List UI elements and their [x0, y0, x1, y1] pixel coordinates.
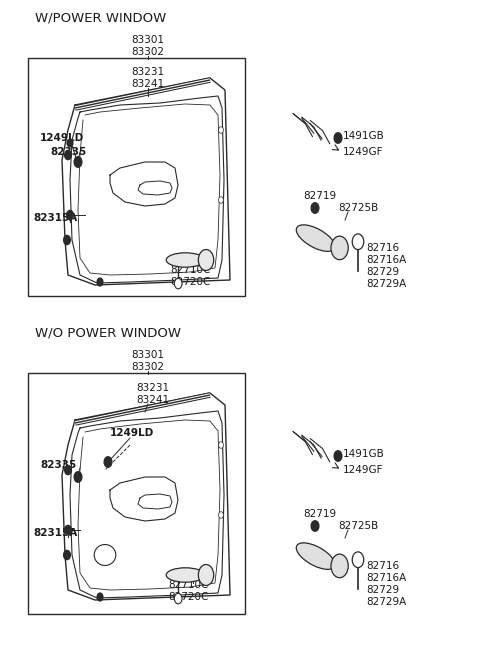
Text: 83231: 83231 — [136, 383, 169, 393]
Circle shape — [67, 139, 73, 147]
Text: 83302: 83302 — [132, 362, 165, 372]
Text: 82315A: 82315A — [33, 528, 77, 538]
Text: 82720C: 82720C — [168, 592, 208, 602]
Text: 83231: 83231 — [132, 67, 165, 77]
Circle shape — [218, 441, 223, 448]
Text: 82720C: 82720C — [170, 277, 210, 287]
Circle shape — [198, 565, 214, 586]
Text: 82335: 82335 — [40, 460, 76, 470]
Circle shape — [218, 196, 223, 203]
Circle shape — [64, 235, 71, 244]
Text: 82719: 82719 — [303, 191, 336, 201]
Circle shape — [64, 550, 71, 559]
Circle shape — [331, 554, 348, 578]
Text: 83241: 83241 — [136, 395, 169, 405]
Text: 82725B: 82725B — [338, 521, 378, 531]
Circle shape — [74, 157, 82, 167]
Ellipse shape — [296, 543, 335, 569]
Text: 83241: 83241 — [132, 79, 165, 89]
Text: 82729: 82729 — [366, 267, 399, 277]
Circle shape — [334, 451, 342, 461]
Text: 83301: 83301 — [132, 35, 165, 45]
Text: 1249GF: 1249GF — [343, 465, 384, 475]
Ellipse shape — [296, 225, 335, 252]
Text: 82716: 82716 — [366, 561, 399, 571]
Circle shape — [67, 210, 73, 219]
Circle shape — [174, 278, 182, 289]
Text: 1491GB: 1491GB — [343, 131, 385, 141]
Text: 82729A: 82729A — [366, 597, 406, 607]
Text: 82710C: 82710C — [170, 265, 210, 275]
Text: 82315A: 82315A — [33, 213, 77, 223]
Text: 82719: 82719 — [303, 509, 336, 519]
Circle shape — [104, 457, 112, 467]
Text: 82729A: 82729A — [366, 279, 406, 289]
Circle shape — [65, 466, 72, 475]
Ellipse shape — [166, 568, 204, 582]
Text: 82716A: 82716A — [366, 573, 406, 583]
Circle shape — [74, 472, 82, 482]
Text: 83302: 83302 — [132, 47, 165, 57]
Circle shape — [331, 236, 348, 260]
Text: 82710C: 82710C — [168, 580, 208, 590]
Text: 1249GF: 1249GF — [343, 147, 384, 157]
Text: 82335: 82335 — [50, 147, 86, 157]
Circle shape — [65, 525, 72, 534]
Bar — [28, 58, 245, 296]
Text: 1249LD: 1249LD — [110, 428, 154, 438]
Text: 82725B: 82725B — [338, 203, 378, 213]
Ellipse shape — [166, 253, 204, 267]
Circle shape — [218, 512, 223, 518]
Circle shape — [198, 250, 214, 271]
Circle shape — [97, 593, 103, 601]
Text: 82716A: 82716A — [366, 255, 406, 265]
Circle shape — [97, 278, 103, 286]
Circle shape — [218, 126, 223, 133]
Text: 82729: 82729 — [366, 585, 399, 595]
Text: W/O POWER WINDOW: W/O POWER WINDOW — [35, 326, 181, 339]
Circle shape — [65, 151, 72, 160]
Circle shape — [174, 593, 182, 604]
Text: 1249LD: 1249LD — [40, 133, 84, 143]
Text: W/POWER WINDOW: W/POWER WINDOW — [35, 12, 166, 24]
Circle shape — [334, 133, 342, 143]
Ellipse shape — [94, 544, 116, 565]
Text: 83301: 83301 — [132, 350, 165, 360]
Circle shape — [352, 234, 364, 250]
Circle shape — [352, 552, 364, 568]
Circle shape — [311, 203, 319, 214]
Bar — [28, 373, 245, 614]
Circle shape — [311, 521, 319, 531]
Text: 1491GB: 1491GB — [343, 449, 385, 459]
Text: 82716: 82716 — [366, 243, 399, 253]
